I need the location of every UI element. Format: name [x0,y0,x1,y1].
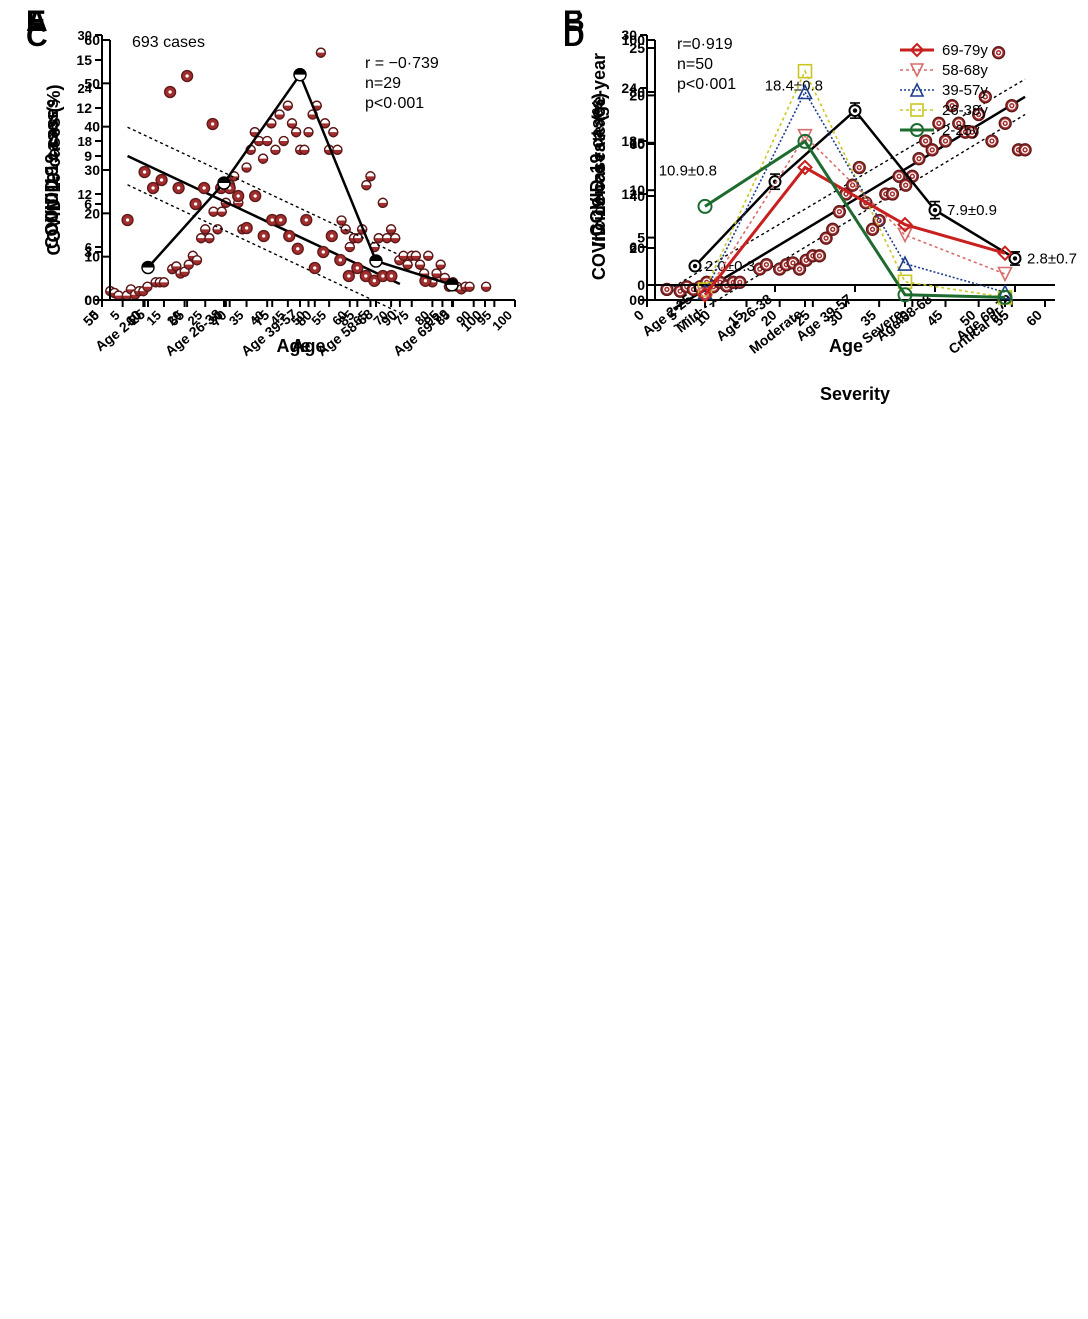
svg-text:80: 80 [629,84,645,100]
svg-text:10: 10 [84,249,100,265]
svg-text:60: 60 [629,136,645,152]
panel-e: E 0 10 20 30 40 50 60 Age 2-25 Age 26-38 Age 39-5… [10,0,540,440]
panel-f-label: F [563,5,581,39]
svg-text:Age 69-79: Age 69-79 [390,306,452,359]
svg-text:Age 39-57: Age 39-57 [238,306,300,359]
svg-text:Incidence rate (%): Incidence rate (%) [589,93,609,247]
svg-text:Age 2-25: Age 2-25 [92,306,148,355]
svg-text:40: 40 [629,188,645,204]
svg-text:Critical ill: Critical ill [945,306,1005,357]
panel-e-label: E [26,5,46,39]
svg-text:Moderate: Moderate [746,306,805,357]
svg-text:40: 40 [84,119,100,135]
svg-text:0: 0 [637,292,645,308]
svg-text:100: 100 [622,32,646,48]
svg-text:69-79y: 69-79y [942,42,988,59]
svg-text:Mild: Mild [673,306,705,336]
panel-f: F 0 20 40 60 80 100 Mild Moderate Severe Critical… [555,0,1075,440]
svg-text:39-57y: 39-57y [942,82,988,99]
svg-text:30: 30 [84,162,100,178]
svg-text:60: 60 [84,32,100,48]
svg-text:20: 20 [629,240,645,256]
svg-text:50: 50 [84,75,100,91]
svg-text:0: 0 [92,292,100,308]
svg-text:Age 58-68: Age 58-68 [314,306,376,359]
figure: A 06121824300510152025303540455055606570… [0,0,1088,1319]
svg-text:58-68y: 58-68y [942,62,988,79]
panel-f-svg: 0 20 40 60 80 100 Mild Moderate Severe Critical i… [555,0,1075,440]
svg-text:20: 20 [84,205,100,221]
svg-text:Age 26-38: Age 26-38 [162,306,224,359]
svg-text:Severity: Severity [820,384,890,404]
svg-text:Severe: Severe [859,306,905,347]
svg-text:2-25y: 2-25y [942,122,980,139]
panel-e-svg: 0 10 20 30 40 50 60 Age 2-25 Age 26-38 Age 39-57 A… [10,0,540,440]
svg-text:26-38y: 26-38y [942,102,988,119]
svg-text:COVID-19 cases (%): COVID-19 cases (%) [44,84,64,255]
